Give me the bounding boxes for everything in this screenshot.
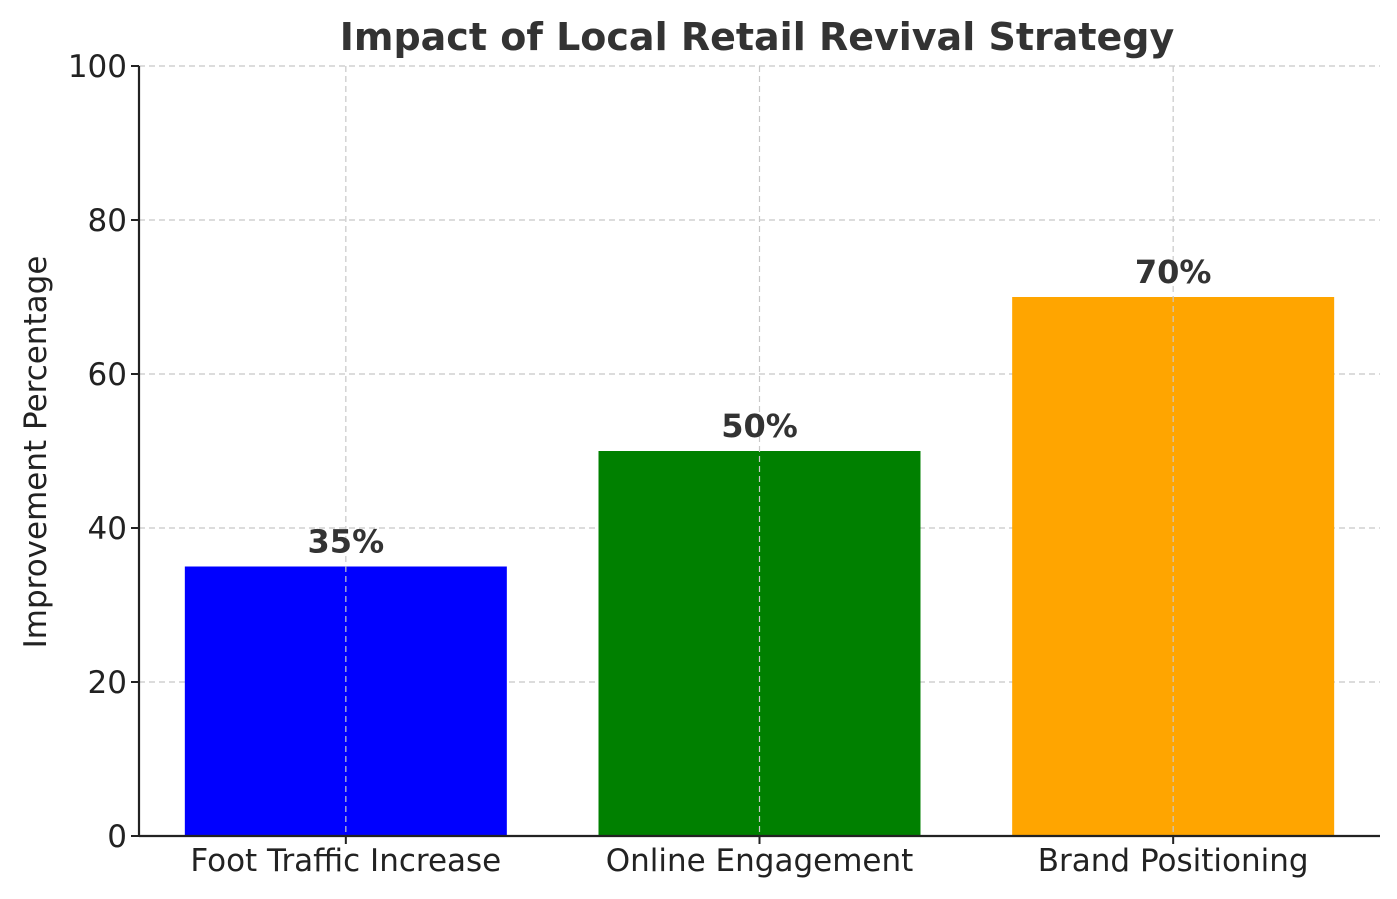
y-tick-label: 60 [88, 357, 127, 393]
bar-value-label: 50% [721, 407, 798, 445]
labels: 0 20 40 60 80 100 35% Foot Traffic Increase 50% O… [68, 49, 1309, 879]
y-tick-label: 20 [88, 665, 127, 701]
bars [184, 66, 1335, 836]
y-tick-label: 100 [68, 49, 127, 85]
y-tick-label: 80 [88, 203, 127, 239]
chart-title: Impact of Local Retail Revival Strategy [340, 15, 1175, 59]
x-tick-label: Online Engagement [606, 843, 914, 879]
x-tick-label: Foot Traffic Increase [190, 843, 501, 879]
axes [131, 65, 1380, 844]
y-axis-label: Improvement Percentage [18, 256, 54, 649]
y-tick-label: 40 [88, 511, 127, 547]
bar-value-label: 70% [1135, 253, 1212, 291]
x-tick-label: Brand Positioning [1038, 843, 1309, 879]
bar-value-label: 35% [308, 523, 385, 561]
y-tick-label: 0 [107, 819, 127, 855]
